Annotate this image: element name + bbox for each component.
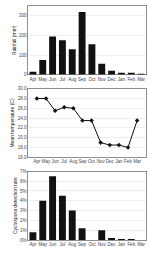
svg-text:3%: 3% <box>20 208 27 213</box>
svg-text:Jul: Jul <box>60 77 66 82</box>
svg-text:Jun: Jun <box>49 242 57 247</box>
svg-text:30.0: 30.0 <box>18 86 27 91</box>
svg-text:Jan: Jan <box>115 159 123 164</box>
svg-text:0%: 0% <box>20 238 27 243</box>
svg-text:22.0: 22.0 <box>18 125 27 130</box>
svg-text:20.0: 20.0 <box>18 135 27 140</box>
svg-text:Feb: Feb <box>127 77 135 82</box>
svg-text:Aug: Aug <box>68 77 77 82</box>
svg-text:18.0: 18.0 <box>18 145 27 150</box>
svg-text:Jan: Jan <box>118 77 126 82</box>
svg-text:Mar: Mar <box>137 77 145 82</box>
svg-text:Sep: Sep <box>78 159 87 164</box>
svg-text:24.0: 24.0 <box>18 116 27 121</box>
svg-text:Sep: Sep <box>78 77 87 82</box>
svg-text:Oct: Oct <box>88 159 96 164</box>
svg-text:6%: 6% <box>20 179 27 184</box>
svg-text:Jul: Jul <box>60 242 66 247</box>
svg-text:Aug: Aug <box>68 242 77 247</box>
svg-text:Apr: Apr <box>33 159 41 164</box>
svg-text:7%: 7% <box>20 169 27 174</box>
svg-text:Jun: Jun <box>49 77 57 82</box>
svg-text:Dec: Dec <box>108 77 117 82</box>
svg-text:Aug: Aug <box>69 159 78 164</box>
svg-text:Sep: Sep <box>78 242 87 247</box>
svg-text:5%: 5% <box>20 189 27 194</box>
svg-text:Dec: Dec <box>108 242 117 247</box>
svg-text:Feb: Feb <box>124 159 132 164</box>
svg-text:Nov: Nov <box>98 242 107 247</box>
svg-text:Jun: Jun <box>51 159 59 164</box>
svg-text:Jan: Jan <box>118 242 126 247</box>
svg-text:May: May <box>42 159 51 164</box>
svg-text:16.0: 16.0 <box>18 155 27 160</box>
svg-text:Oct: Oct <box>88 77 96 82</box>
svg-text:26.0: 26.0 <box>18 106 27 111</box>
svg-text:Mar: Mar <box>137 242 145 247</box>
svg-text:May: May <box>38 77 47 82</box>
svg-text:May: May <box>38 242 47 247</box>
svg-text:Oct: Oct <box>88 242 96 247</box>
svg-text:2%: 2% <box>20 218 27 223</box>
svg-text:100: 100 <box>19 53 27 58</box>
svg-text:Rainfall (mm): Rainfall (mm) <box>11 25 17 55</box>
svg-text:300: 300 <box>19 13 27 18</box>
svg-text:28.0: 28.0 <box>18 96 27 101</box>
svg-text:Feb: Feb <box>127 242 135 247</box>
svg-text:Apr: Apr <box>29 77 37 82</box>
svg-text:1%: 1% <box>20 228 27 233</box>
svg-text:200: 200 <box>19 33 27 38</box>
svg-text:Nov: Nov <box>98 77 107 82</box>
svg-text:0: 0 <box>24 72 27 77</box>
svg-text:Dec: Dec <box>106 159 115 164</box>
svg-text:Cyclospora detection rate: Cyclospora detection rate <box>12 177 18 234</box>
svg-text:Nov: Nov <box>97 159 106 164</box>
svg-text:Mean temperature (C): Mean temperature (C) <box>9 98 15 148</box>
svg-text:Apr: Apr <box>29 242 37 247</box>
svg-text:Jul: Jul <box>61 159 67 164</box>
svg-text:4%: 4% <box>20 198 27 203</box>
svg-text:Mar: Mar <box>133 159 141 164</box>
